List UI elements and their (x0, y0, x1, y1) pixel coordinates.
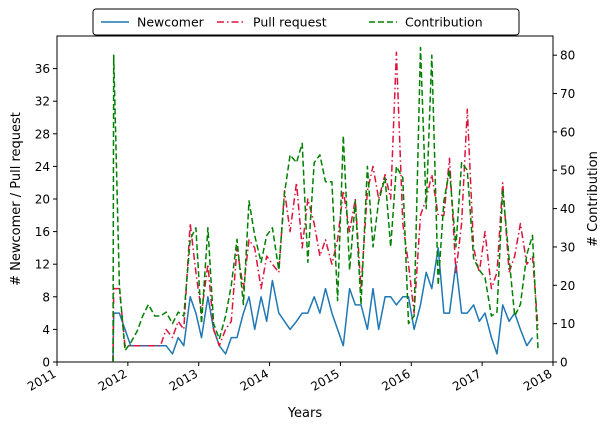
y-left-tick-label: 28 (35, 127, 50, 141)
legend-label: Newcomer (137, 15, 205, 30)
y-right-tick-label: 70 (560, 87, 575, 101)
y-right-tick-label: 50 (560, 164, 575, 178)
y-left-tick-label: 32 (35, 95, 50, 109)
legend-frame (92, 8, 520, 36)
x-tick-label: 2017 (450, 366, 483, 393)
y-right-tick-label: 10 (560, 317, 575, 331)
y-right-axis-label: # Contribution (586, 151, 601, 247)
x-tick-label: 2016 (379, 366, 412, 393)
x-tick-label: 2018 (521, 366, 554, 393)
y-left-tick-label: 8 (42, 290, 50, 304)
y-left-tick-label: 12 (35, 258, 50, 272)
y-right-tick-label: 20 (560, 279, 575, 293)
series-layer (112, 46, 539, 363)
y-right-tick-label: 40 (560, 202, 575, 216)
y-left-tick-label: 20 (35, 193, 50, 207)
plot-area (56, 35, 554, 363)
legend: Newcomer Pull request Contribution (92, 8, 520, 36)
y-left-tick-label: 36 (35, 62, 50, 76)
y-right-tick-label: 0 (560, 356, 568, 370)
series-line-contribution (112, 46, 539, 363)
y-left-axis: 0 4 8 12 16 20 24 28 32 36 (35, 62, 57, 370)
x-axis-label: Years (287, 406, 323, 421)
y-right-tick-label: 60 (560, 125, 575, 139)
x-tick-label: 2012 (96, 366, 129, 393)
x-axis: 2011 2012 2013 2014 2015 2016 2017 2018 (25, 362, 555, 394)
series-line-newcomer (112, 247, 534, 363)
x-tick-label: 2014 (238, 366, 271, 393)
legend-label: Pull request (253, 15, 327, 30)
x-tick-label: 2015 (308, 366, 341, 393)
y-left-tick-label: 24 (35, 160, 50, 174)
x-tick-label: 2011 (25, 366, 58, 393)
series-line-pull-request (112, 51, 539, 363)
y-left-tick-label: 16 (35, 225, 50, 239)
y-left-tick-label: 0 (42, 356, 50, 370)
y-right-tick-label: 30 (560, 240, 575, 254)
y-right-axis: 0 10 20 30 40 50 60 70 80 (553, 49, 575, 370)
legend-label: Contribution (405, 15, 483, 30)
y-left-tick-label: 4 (42, 323, 50, 337)
y-right-tick-label: 80 (560, 49, 575, 63)
x-tick-label: 2013 (167, 366, 200, 393)
y-left-axis-label: # Newcomer / Pull request (9, 112, 24, 286)
